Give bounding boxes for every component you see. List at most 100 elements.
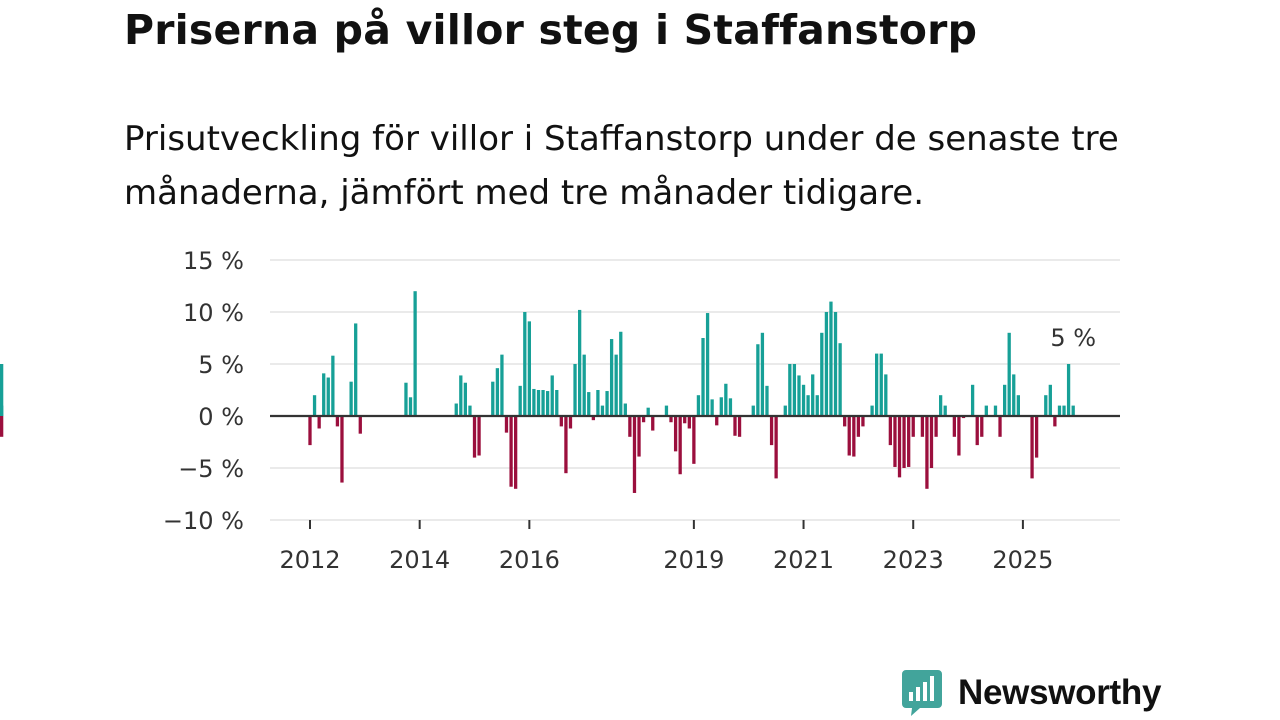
bar	[929, 416, 934, 468]
bar	[472, 416, 477, 458]
bar	[587, 392, 591, 416]
bar	[1071, 405, 1075, 416]
bar	[925, 416, 929, 489]
bar	[322, 373, 326, 416]
bars	[0, 291, 1075, 493]
bar	[1053, 416, 1057, 427]
bar	[308, 416, 312, 446]
bar	[852, 416, 856, 457]
bar	[669, 416, 673, 423]
bar	[911, 416, 915, 437]
bar	[893, 416, 897, 467]
bar	[651, 416, 655, 431]
bar	[504, 416, 509, 433]
bar	[783, 405, 787, 416]
bar	[1030, 416, 1034, 479]
bar	[806, 395, 810, 416]
bar	[710, 399, 714, 416]
bar	[495, 368, 500, 416]
bar	[788, 364, 792, 416]
bar	[491, 381, 495, 416]
bar	[326, 377, 330, 416]
bar	[897, 416, 902, 478]
bar	[975, 416, 979, 446]
bar	[692, 416, 696, 464]
bar	[541, 390, 545, 416]
bar	[628, 416, 632, 437]
bar	[335, 416, 340, 427]
bar	[312, 395, 317, 416]
bar	[701, 338, 705, 416]
bar	[0, 416, 4, 437]
x-tick-label: 2021	[773, 546, 834, 574]
bar	[952, 416, 956, 437]
bar	[463, 382, 467, 416]
newsworthy-logo: Newsworthy	[902, 668, 1161, 718]
bar	[1007, 332, 1011, 416]
bar	[1034, 416, 1039, 458]
bar	[545, 391, 550, 416]
bar	[637, 416, 641, 457]
bar	[509, 416, 513, 487]
x-tick-label: 2014	[389, 546, 450, 574]
bar	[609, 339, 614, 416]
annotations: 5 %	[1050, 324, 1096, 352]
bar	[792, 364, 797, 416]
bar	[888, 416, 892, 446]
bar	[523, 312, 527, 416]
bar	[559, 416, 563, 427]
gridlines	[270, 259, 1120, 521]
bar	[500, 354, 504, 416]
y-tick-label: 0 %	[198, 403, 244, 431]
bar	[824, 312, 829, 416]
bar	[838, 343, 842, 416]
bar	[1044, 395, 1048, 416]
bar	[408, 397, 413, 416]
bar	[623, 403, 627, 416]
bar	[404, 382, 408, 416]
bar	[705, 313, 710, 416]
x-tick-label: 2023	[883, 546, 944, 574]
bar	[468, 405, 472, 416]
bar	[811, 374, 815, 416]
bar	[820, 332, 824, 416]
bar	[619, 331, 623, 416]
y-tick-label: −10 %	[163, 507, 244, 535]
bar	[349, 381, 353, 416]
bar	[984, 405, 988, 416]
bar	[696, 395, 701, 416]
bar	[728, 398, 733, 416]
bar	[514, 416, 518, 489]
x-axis: 2012 2014 2016 2019 2021 2023 2025	[279, 520, 1053, 574]
bar	[532, 388, 536, 416]
bar	[879, 353, 883, 416]
bar	[774, 416, 778, 479]
x-tick-label: 2019	[663, 546, 724, 574]
bar	[354, 323, 358, 416]
chart-title: Priserna på villor steg i Staffanstorp	[124, 6, 978, 54]
bar	[957, 416, 961, 456]
bar	[1012, 374, 1016, 416]
y-axis-labels: 15 % 10 % 5 % 0 % −5 % −10 %	[163, 247, 244, 535]
bar	[847, 416, 851, 456]
bar	[518, 385, 522, 416]
bar	[358, 416, 362, 434]
bar	[413, 291, 417, 416]
bar	[934, 416, 938, 437]
bar	[317, 416, 321, 429]
bar	[815, 395, 819, 416]
bar	[970, 384, 975, 416]
bar	[555, 390, 559, 416]
bar	[600, 405, 605, 416]
bar	[861, 416, 865, 427]
bar	[646, 407, 650, 416]
bar	[1016, 395, 1020, 416]
bar	[980, 416, 984, 437]
bar	[856, 416, 861, 437]
y-tick-label: 15 %	[183, 247, 244, 275]
y-tick-label: 5 %	[198, 351, 244, 379]
bar	[477, 416, 481, 456]
bar	[664, 405, 669, 416]
bar	[715, 416, 719, 426]
